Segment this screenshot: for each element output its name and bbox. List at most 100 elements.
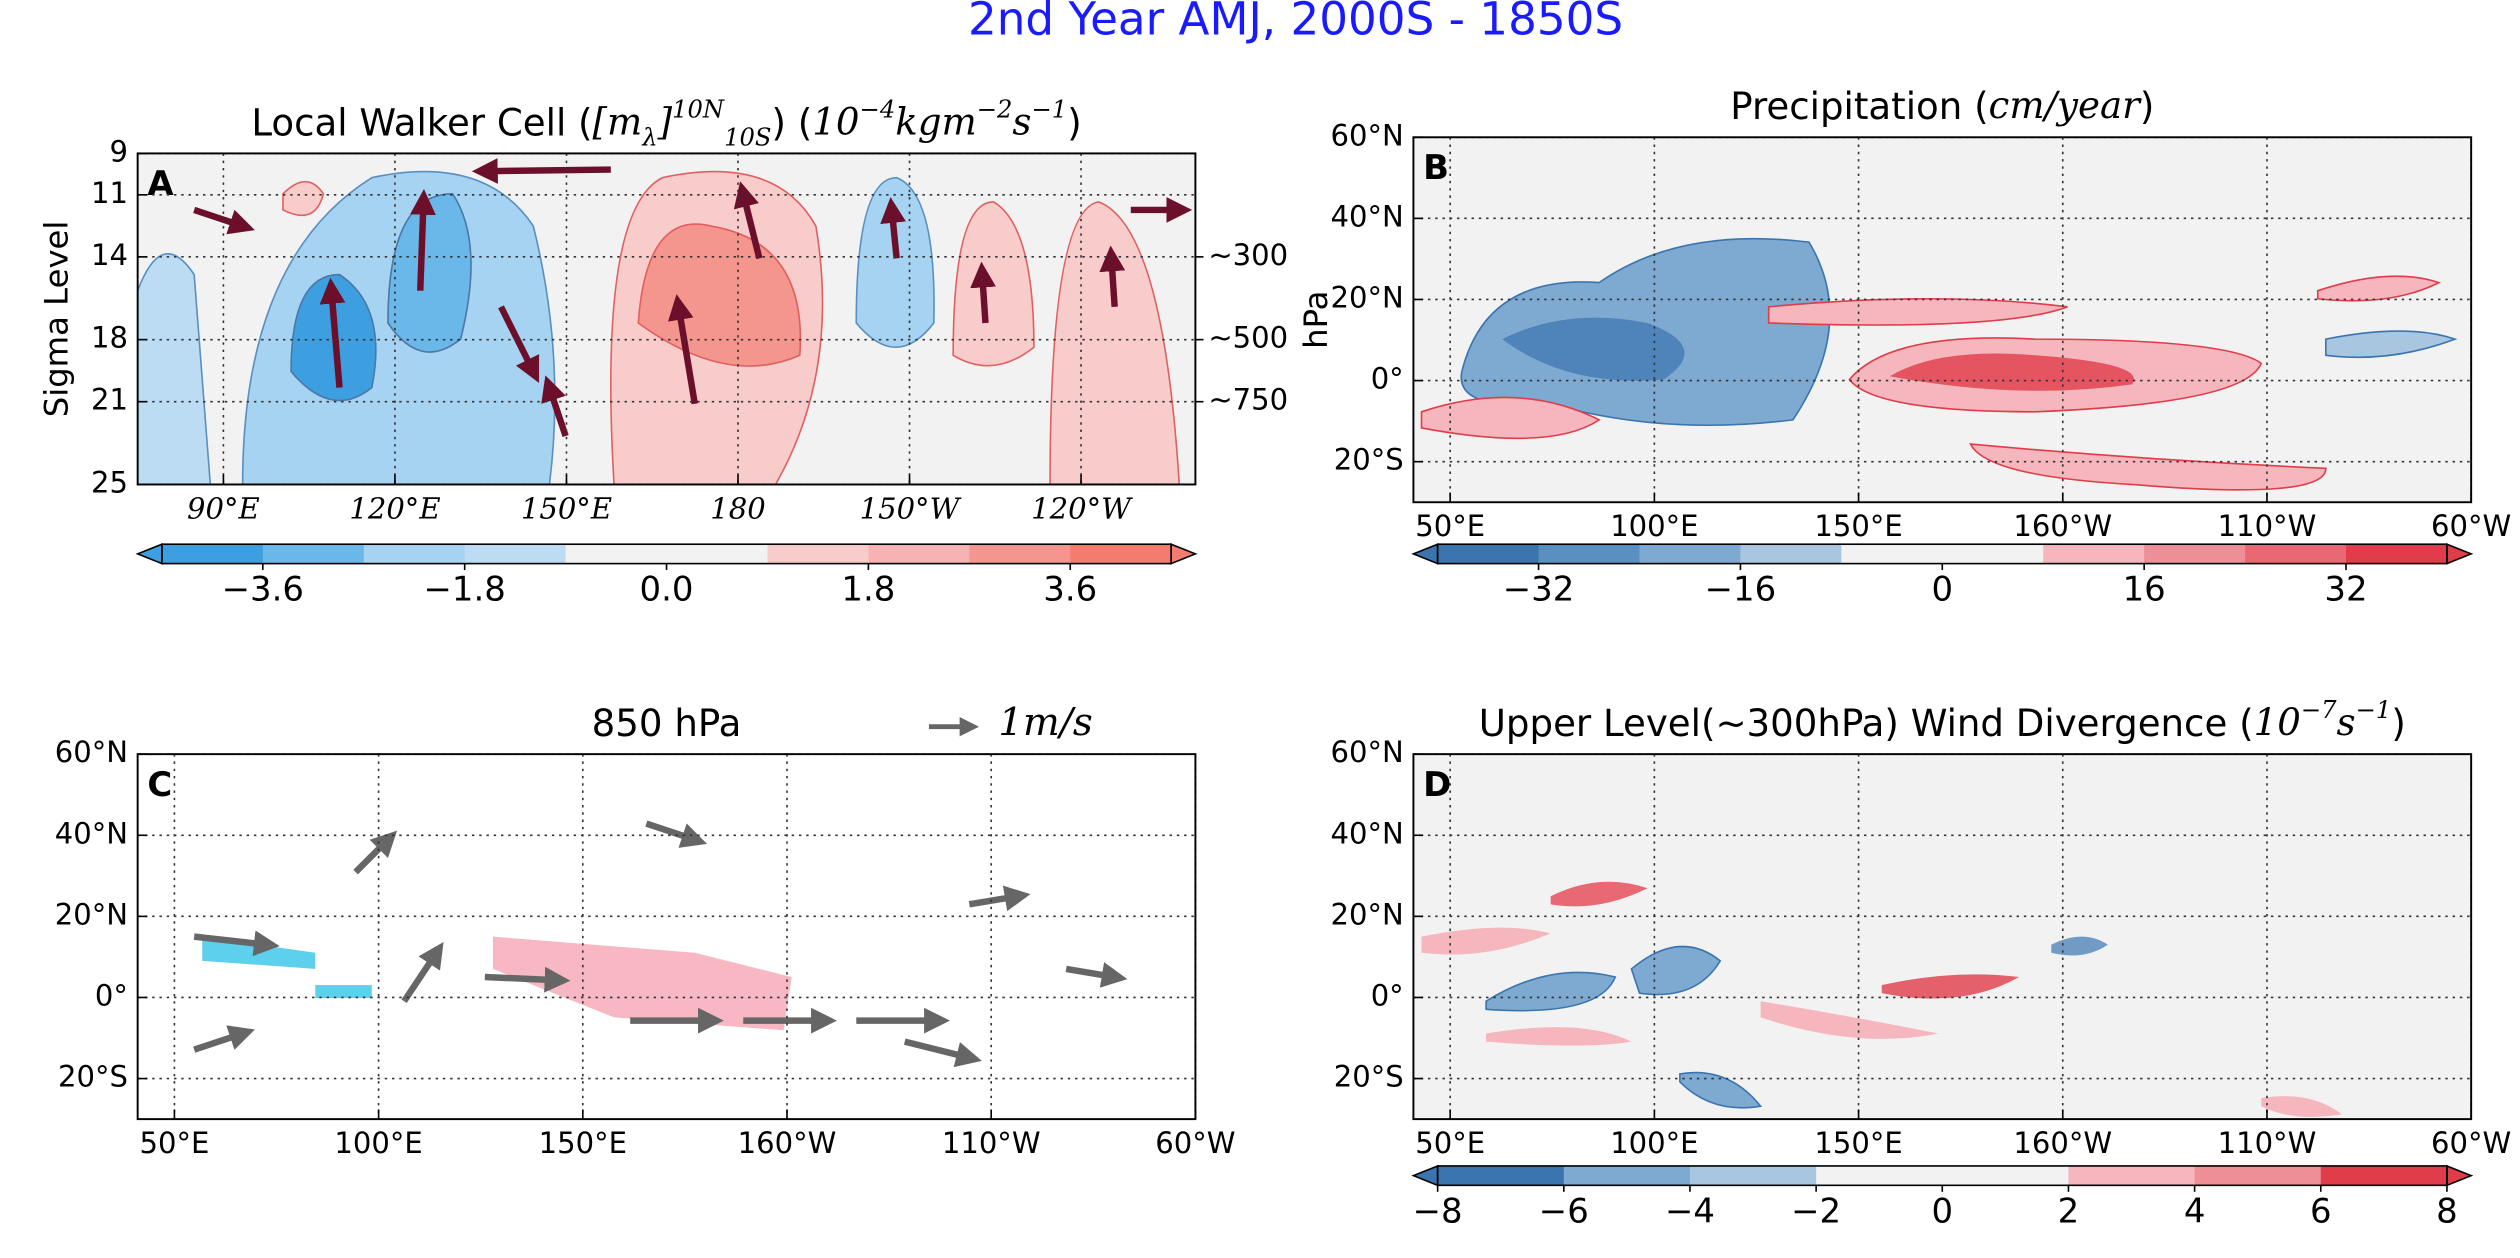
x-tick-label: 50°E <box>139 1126 209 1160</box>
title-run: ) <box>2140 85 2154 128</box>
title-run: −4 <box>860 95 896 123</box>
y-tick-label: 60°N <box>55 735 128 769</box>
title-run: ) ( <box>772 101 813 144</box>
title-run: −1 <box>2356 696 2392 724</box>
pressure-label: ~500 <box>1208 321 1288 355</box>
wind-shading <box>193 820 1128 1068</box>
title-run: ) <box>1067 101 1081 144</box>
title-run: 10N <box>672 95 725 123</box>
plot-background <box>137 754 1196 1120</box>
colorbar-tick-label: −6 <box>1539 1191 1589 1230</box>
y-axis-label: Sigma Level <box>38 221 76 418</box>
x-tick-label: 160°W <box>738 1126 837 1160</box>
colorbar-extend <box>135 543 163 565</box>
colorbar-tick-label: 16 <box>2123 570 2166 609</box>
colorbar-extend <box>2446 1164 2474 1187</box>
panel-title: Upper Level(~300hPa) Wind Divergence (10… <box>1479 696 2406 745</box>
colorbar-band <box>1816 1165 1944 1186</box>
title-run: −1 <box>1031 95 1067 123</box>
colorbar-band <box>464 544 567 564</box>
colorbar-band <box>2320 1165 2448 1186</box>
pressure-label: ~750 <box>1208 383 1288 417</box>
colorbar-tick-label: −16 <box>1705 570 1777 609</box>
panel-title: 850 hPa <box>592 702 742 745</box>
title-run: s <box>2337 701 2356 744</box>
x-tick-label: 160°W <box>2013 509 2112 543</box>
colorbar-band <box>1437 1165 1565 1186</box>
colorbar-band <box>1437 544 1540 564</box>
x-tick-label: 180 <box>710 491 765 525</box>
panel-letter: D <box>1423 765 1451 804</box>
title-run: 10 <box>2254 701 2301 744</box>
y-tick-label: 25 <box>91 465 128 499</box>
y-tick-label: 20°S <box>1334 443 1404 477</box>
colorbar-band <box>565 544 668 564</box>
colorbar-band <box>969 544 1072 564</box>
title-run: kgm <box>895 100 976 143</box>
y-tick-label: 21 <box>91 383 128 417</box>
colorbar-band <box>1689 1165 1817 1186</box>
plot-frame <box>136 152 1197 486</box>
colorbar-extend <box>1411 543 1439 565</box>
title-run: λ <box>641 123 657 151</box>
colorbar-band <box>1942 544 2045 564</box>
x-tick-label: 150°E <box>521 491 612 525</box>
y-tick-label: 40°N <box>1331 816 1404 850</box>
colorbar-tick-label: 1.8 <box>841 570 895 609</box>
colorbar-band <box>1942 1165 2070 1186</box>
title-run: Precipitation ( <box>1730 85 1988 128</box>
colorbar-tick-label: −2 <box>1791 1191 1841 1230</box>
colorbar-tick-label: 2 <box>2058 1191 2080 1230</box>
y-tick-label: 40°N <box>55 816 128 850</box>
plot-frame <box>1412 753 2473 1121</box>
y-tick-label: 18 <box>91 321 128 355</box>
title-run: −2 <box>977 95 1013 123</box>
y-tick-label: 20°S <box>58 1060 128 1094</box>
y-tick-label: 9 <box>109 134 127 168</box>
colorbar-band <box>2346 544 2448 564</box>
colorbar-band <box>1563 1165 1691 1186</box>
colorbar-band <box>363 544 466 564</box>
colorbar-extend <box>1170 543 1198 565</box>
colorbar-tick-label: −1.8 <box>423 570 505 609</box>
x-tick-label: 100°E <box>1610 509 1698 543</box>
y-tick-label: 0° <box>1371 978 1404 1012</box>
title-run: 10S <box>724 123 771 151</box>
y-tick-label: 0° <box>1371 362 1404 396</box>
y-tick-label: 40°N <box>1331 199 1404 233</box>
y-tick-label: 60°N <box>1331 735 1404 769</box>
colorbar-tick-label: −4 <box>1665 1191 1715 1230</box>
x-tick-label: 100°E <box>334 1126 422 1160</box>
colorbar-tick-label: 0.0 <box>640 570 694 609</box>
y-tick-label: 14 <box>91 238 128 272</box>
colorbar-extend <box>2446 543 2474 565</box>
panel-title: Local Walker Cell ([mλ]10N10S) (10−4kgm−… <box>251 95 1081 151</box>
pressure-label: ~300 <box>1208 238 1288 272</box>
x-tick-label: 100°E <box>1610 1126 1698 1160</box>
colorbar-band <box>2043 544 2145 564</box>
colorbar-tick-label: −32 <box>1503 570 1575 609</box>
colorbar-band <box>767 544 870 564</box>
title-run: ] <box>657 100 673 143</box>
colorbar-band <box>2068 1165 2196 1186</box>
x-tick-label: 110°W <box>942 1126 1041 1160</box>
colorbar-tick-label: 4 <box>2184 1191 2206 1230</box>
suptitle: 2nd Year AMJ, 2000S - 1850S <box>968 0 1623 46</box>
y-tick-label: 20°N <box>55 897 128 931</box>
x-tick-label: 150°E <box>1814 509 1902 543</box>
x-tick-label: 110°W <box>2218 1126 2317 1160</box>
x-tick-label: 160°W <box>2013 1126 2112 1160</box>
x-tick-label: 150°E <box>1814 1126 1902 1160</box>
x-tick-label: 60°W <box>2431 509 2511 543</box>
y-tick-label: 60°N <box>1331 118 1404 152</box>
colorbar-band <box>868 544 971 564</box>
x-tick-label: 50°E <box>1415 1126 1485 1160</box>
title-run: Upper Level(~300hPa) Wind Divergence ( <box>1479 702 2254 745</box>
title-run: ) <box>2391 702 2405 745</box>
colorbar-band <box>161 544 264 564</box>
colorbar-tick-label: −3.6 <box>222 570 304 609</box>
precip-contours <box>1420 237 2458 491</box>
colorbar-tick-label: 0 <box>1932 570 1954 609</box>
